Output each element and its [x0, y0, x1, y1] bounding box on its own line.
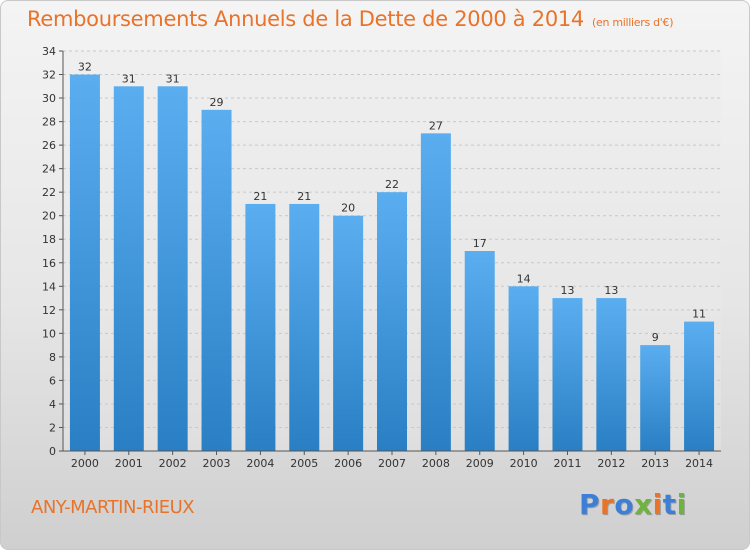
y-tick-label: 12: [42, 304, 56, 317]
bar-value-label: 27: [429, 119, 443, 132]
y-tick-label: 8: [49, 351, 56, 364]
x-tick-label: 2000: [71, 457, 99, 470]
x-tick-label: 2005: [290, 457, 318, 470]
x-tick-label: 2011: [553, 457, 581, 470]
bar-value-label: 31: [166, 72, 180, 85]
chart-title: Remboursements Annuels de la Dette de 20…: [27, 7, 673, 31]
bar-value-label: 20: [341, 202, 355, 215]
x-tick-label: 2010: [510, 457, 538, 470]
x-tick-label: 2003: [203, 457, 231, 470]
bar: [377, 192, 407, 452]
bar-value-label: 31: [122, 72, 136, 85]
logo-letter: t: [662, 488, 677, 521]
y-tick-label: 34: [42, 45, 56, 58]
y-tick-label: 6: [49, 374, 56, 387]
bar: [69, 74, 100, 451]
y-tick-label: 16: [42, 257, 56, 270]
bar: [157, 86, 188, 451]
bars: [69, 74, 715, 452]
bar-value-label: 14: [517, 272, 531, 285]
logo-letter: o: [614, 488, 635, 521]
logo-letter: x: [634, 488, 653, 521]
x-tick-label: 2013: [641, 457, 669, 470]
x-tick-label: 2012: [597, 457, 625, 470]
bar: [201, 109, 232, 451]
y-tick-label: 14: [42, 280, 56, 293]
y-tick-label: 20: [42, 210, 56, 223]
chart-title-text: Remboursements Annuels de la Dette de 20…: [27, 7, 584, 31]
proxiti-logo: Proxiti: [579, 488, 687, 521]
y-tick-label: 28: [42, 116, 56, 129]
x-tick-label: 2014: [685, 457, 713, 470]
y-tick-label: 22: [42, 186, 56, 199]
y-tick-label: 4: [49, 398, 56, 411]
bar: [420, 133, 451, 451]
bar: [333, 215, 364, 451]
chart-unit: (en milliers d'€): [592, 16, 674, 29]
labels: 32 2000 31 2001 31 2002 29 2003 21 2004 21 2005 20 20…: [71, 61, 713, 470]
bar-value-label: 13: [604, 284, 618, 297]
bar: [508, 286, 539, 451]
bar: [245, 203, 276, 451]
y-tick-label: 10: [42, 327, 56, 340]
bar: [289, 203, 320, 451]
bar-value-label: 29: [210, 96, 224, 109]
x-tick-label: 2006: [334, 457, 362, 470]
y-tick-label: 2: [49, 421, 56, 434]
y-tick-label: 18: [42, 233, 56, 246]
bar-value-label: 9: [652, 331, 659, 344]
y-tick-label: 32: [42, 69, 56, 82]
bar: [552, 298, 583, 451]
bar-value-label: 13: [560, 284, 574, 297]
bar: [596, 298, 627, 451]
bar-value-label: 17: [473, 237, 487, 250]
y-tick-label: 24: [42, 163, 56, 176]
bar: [640, 345, 671, 451]
bar: [113, 86, 144, 451]
commune-name: ANY-MARTIN-RIEUX: [31, 497, 195, 518]
bar-value-label: 32: [78, 61, 92, 74]
bar-value-label: 22: [385, 178, 399, 191]
bar-value-label: 21: [297, 190, 311, 203]
y-tick-label: 30: [42, 92, 56, 105]
y-tick-label: 0: [49, 445, 56, 458]
y-tick-label: 26: [42, 139, 56, 152]
logo-letter: r: [600, 488, 615, 521]
x-tick-label: 2004: [246, 457, 274, 470]
bar-value-label: 21: [253, 190, 267, 203]
x-tick-label: 2008: [422, 457, 450, 470]
x-tick-label: 2001: [115, 457, 143, 470]
bar-value-label: 11: [692, 308, 706, 321]
bar: [464, 251, 495, 451]
x-tick-label: 2007: [378, 457, 406, 470]
logo-letter: i: [676, 488, 687, 521]
x-tick-label: 2009: [466, 457, 494, 470]
bar: [684, 321, 715, 451]
x-tick-label: 2002: [159, 457, 187, 470]
logo-letter: P: [579, 488, 601, 521]
logo-letter: i: [652, 488, 663, 521]
